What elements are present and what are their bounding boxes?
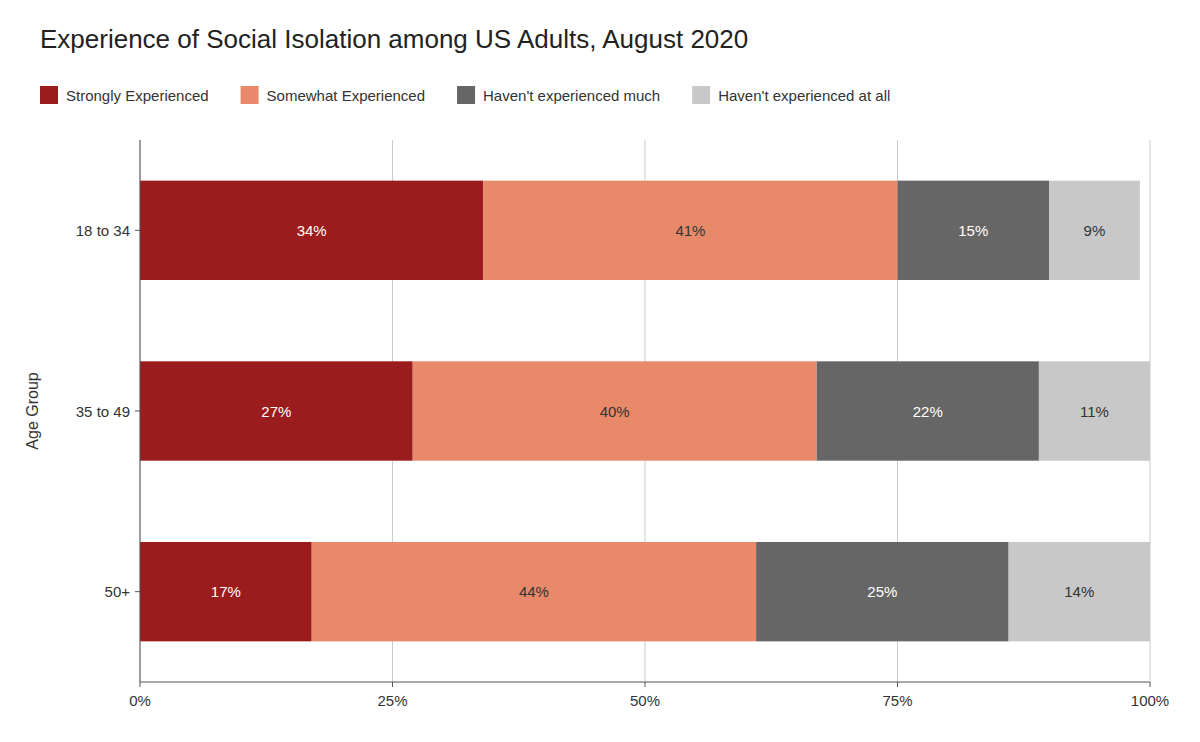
- legend-swatch: [241, 86, 259, 104]
- bar: [1009, 542, 1150, 641]
- x-tick: [897, 682, 898, 687]
- bar: [756, 542, 1009, 641]
- x-tick-label: 0%: [129, 692, 151, 709]
- bar: [817, 361, 1039, 460]
- y-axis-label: Age Group: [24, 372, 41, 449]
- legend-item: Haven't experienced at all: [692, 86, 890, 104]
- bar: [483, 181, 897, 280]
- legend: Strongly Experienced Somewhat Experienced…: [40, 86, 890, 104]
- legend-item: Somewhat Experienced: [241, 86, 425, 104]
- data-label: 17%: [211, 583, 241, 600]
- legend-label: Somewhat Experienced: [267, 87, 425, 104]
- legend-item: Haven't experienced much: [457, 86, 660, 104]
- y-tick: [135, 591, 140, 592]
- bar: [140, 361, 413, 460]
- x-tick-label: 75%: [882, 692, 912, 709]
- x-tick-label: 50%: [630, 692, 660, 709]
- data-label: 25%: [867, 583, 897, 600]
- data-label: 22%: [913, 403, 943, 420]
- x-tick-label: 25%: [377, 692, 407, 709]
- data-labels: 34% 27% 17% 41% 40% 44% 15% 22% 25% 9% 11% 14%: [211, 222, 1109, 600]
- x-tick-label: 100%: [1131, 692, 1169, 709]
- x-axis: 0% 25% 50% 75% 100%: [129, 682, 1169, 709]
- data-label: 40%: [600, 403, 630, 420]
- bar: [140, 542, 312, 641]
- data-label: 11%: [1080, 403, 1109, 420]
- bar: [1039, 361, 1150, 460]
- bar: [312, 542, 756, 641]
- data-label: 14%: [1064, 583, 1094, 600]
- y-tick: [135, 411, 140, 412]
- x-tick: [392, 682, 393, 687]
- legend-swatch: [40, 86, 58, 104]
- legend-label: Haven't experienced at all: [718, 87, 890, 104]
- data-label: 44%: [519, 583, 549, 600]
- x-tick: [645, 682, 646, 687]
- bar: [413, 361, 817, 460]
- data-label: 9%: [1084, 222, 1106, 239]
- x-tick: [1150, 682, 1151, 687]
- x-tick: [140, 682, 141, 687]
- title: Experience of Social Isolation among US …: [40, 24, 748, 54]
- grid: [140, 140, 1150, 682]
- x-axis-line: [140, 682, 1150, 683]
- data-label: 15%: [958, 222, 988, 239]
- bars: [140, 181, 1150, 642]
- data-label: 27%: [261, 403, 291, 420]
- category-label: 35 to 49: [76, 403, 130, 420]
- data-label: 34%: [297, 222, 327, 239]
- legend-swatch: [457, 86, 475, 104]
- y-axis: 18 to 34 35 to 49 50+: [76, 222, 140, 600]
- bar: [1049, 181, 1140, 280]
- legend-label: Haven't experienced much: [483, 87, 660, 104]
- chart: Experience of Social Isolation among US …: [0, 0, 1200, 742]
- category-label: 50+: [105, 583, 131, 600]
- category-label: 18 to 34: [76, 222, 130, 239]
- bar: [898, 181, 1050, 280]
- legend-label: Strongly Experienced: [66, 87, 209, 104]
- legend-item: Strongly Experienced: [40, 86, 209, 104]
- legend-swatch: [692, 86, 710, 104]
- data-label: 41%: [675, 222, 705, 239]
- bar: [140, 181, 483, 280]
- y-tick: [135, 230, 140, 231]
